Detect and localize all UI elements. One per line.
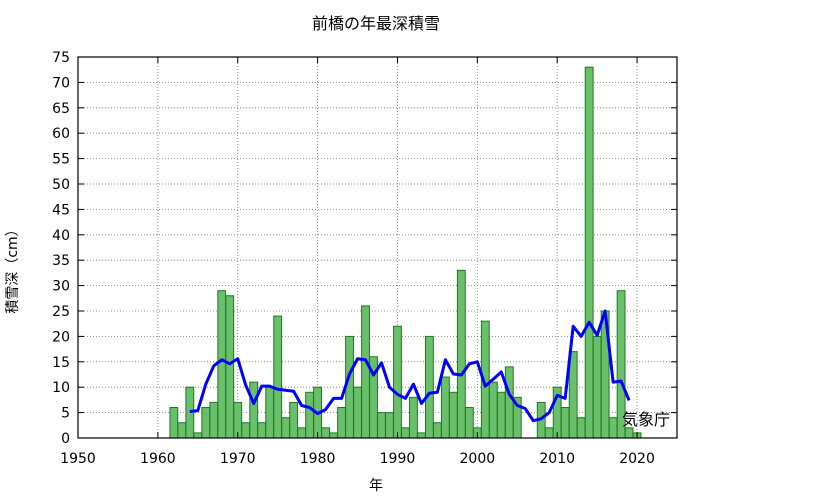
snow-bar-1990 (393, 325, 402, 439)
y-tick-label: 25 (52, 304, 70, 320)
y-tick-label: 60 (52, 126, 70, 142)
y-tick-label: 55 (52, 152, 70, 168)
snow-bar-1997 (448, 391, 458, 439)
snow-bar-1974 (265, 386, 275, 439)
y-tick-label: 75 (52, 50, 70, 66)
snow-bar-1975 (273, 315, 283, 439)
x-axis-label: 年 (369, 478, 383, 494)
chart-title: 前橋の年最深積雪 (312, 14, 440, 33)
snow-bar-1968 (217, 290, 227, 439)
snow-bar-2014 (584, 66, 594, 439)
y-tick-label: 20 (52, 329, 70, 345)
snow-bar-2015 (592, 335, 602, 439)
snow-bar-1973 (257, 422, 267, 439)
y-tick-label: 50 (52, 177, 70, 193)
y-tick-label: 30 (52, 279, 70, 295)
snow-bar-2009 (544, 427, 554, 439)
snow-bar-2003 (496, 391, 506, 439)
snow-bar-1983 (337, 407, 346, 439)
y-tick-label: 40 (52, 228, 70, 244)
x-tick-label: 2000 (460, 451, 496, 467)
moving-average-line (189, 309, 631, 423)
snow-bar-1963 (177, 422, 187, 439)
snow-bar-1971 (241, 422, 251, 439)
snow-bar-1972 (249, 381, 259, 439)
source-label: 気象庁 (622, 410, 670, 429)
snow-bar-1995 (432, 422, 442, 439)
snow-bar-2013 (576, 417, 586, 439)
snow-bar-1992 (409, 396, 418, 439)
snow-bar-2017 (608, 417, 618, 439)
y-tick-label: 15 (52, 355, 70, 371)
x-tick-label: 1990 (380, 451, 416, 467)
x-tick-label: 1960 (140, 451, 176, 467)
snow-bar-2011 (560, 407, 570, 439)
x-tick-label: 2020 (619, 451, 655, 467)
y-tick-label: 65 (52, 101, 70, 117)
snow-bar-1991 (401, 427, 410, 439)
tick-labels: 0 5 10 15 20 25 30 35 40 45 50 55 60 65 70 75 1950 1960 19… (52, 50, 655, 467)
snow-bar-1965 (193, 432, 203, 439)
snow-bar-1988 (377, 412, 386, 439)
snow-bar-1986 (361, 305, 370, 439)
snow-bar-2002 (488, 381, 498, 439)
snow-bar-1977 (289, 401, 299, 439)
snow-bar-2019 (624, 427, 634, 439)
snow-bar-1982 (329, 432, 338, 439)
snow-bar-1989 (385, 412, 394, 439)
grid-lines (78, 57, 677, 438)
bars (169, 66, 642, 439)
x-tick-label: 1950 (60, 451, 96, 467)
x-tick-label: 1970 (220, 451, 256, 467)
plot-frame (77, 56, 678, 439)
y-tick-label: 0 (61, 431, 70, 447)
snow-bar-1994 (424, 335, 434, 439)
axes (77, 56, 678, 439)
x-tick-label: 2010 (539, 451, 575, 467)
snow-bar-1996 (440, 376, 450, 439)
y-tick-label: 10 (52, 380, 70, 396)
snow-bar-1967 (209, 401, 219, 439)
snow-bar-1984 (345, 335, 354, 439)
snow-bar-1962 (169, 407, 179, 439)
snow-bar-1969 (225, 295, 235, 439)
snow-bar-1966 (201, 407, 211, 439)
y-tick-label: 70 (52, 75, 70, 91)
snow-bar-2004 (504, 366, 514, 439)
snow-bar-1998 (456, 269, 466, 439)
y-axis-label: 積雪深（cm） (5, 222, 21, 313)
x-tick-label: 1980 (300, 451, 336, 467)
snow-bar-1978 (297, 427, 307, 439)
snow-bar-1993 (417, 432, 426, 439)
y-tick-label: 35 (52, 253, 70, 269)
snow-bar-1985 (353, 386, 362, 439)
snow-bar-1979 (305, 391, 315, 439)
moving-average-series (189, 309, 631, 423)
snow-bar-1976 (281, 417, 291, 439)
y-tick-label: 45 (52, 202, 70, 218)
snow-bar-1981 (321, 427, 331, 439)
snow-bar-1999 (464, 407, 474, 439)
y-tick-label: 5 (61, 406, 70, 422)
